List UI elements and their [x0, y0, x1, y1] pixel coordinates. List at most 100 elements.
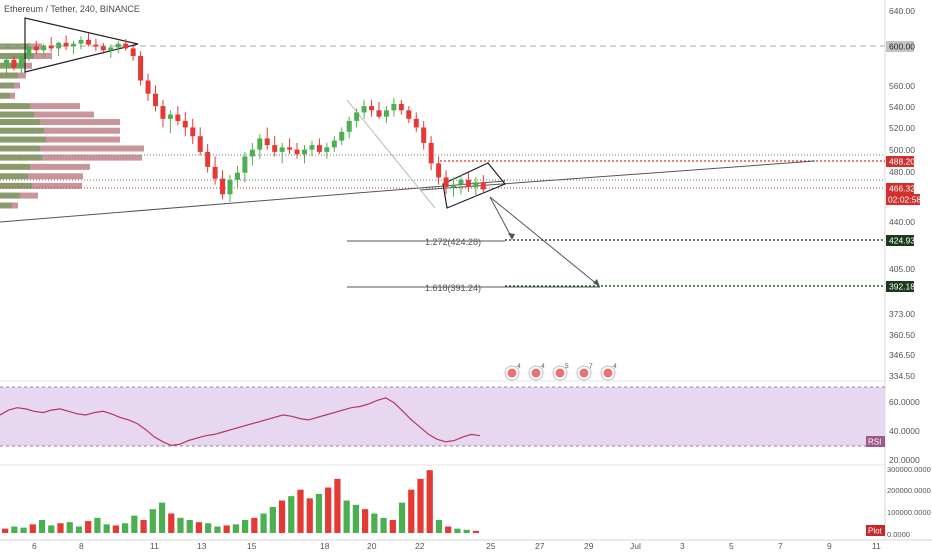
volume-profile-bar [0, 182, 32, 189]
volume-bar [48, 525, 55, 533]
volume-bar [297, 489, 304, 533]
candle-body [197, 136, 203, 152]
volume-bar [445, 526, 452, 533]
price-badge[interactable]: 488.20 [886, 156, 915, 167]
candle-body [85, 39, 91, 45]
volume-profile-bar [28, 173, 83, 180]
candle-body [406, 110, 412, 119]
volume-profile-bar [0, 127, 44, 134]
volume-bar [140, 520, 147, 533]
volume-bar [122, 523, 129, 533]
rsi-tick: 40.0000 [889, 426, 920, 436]
svg-text:466.32: 466.32 [889, 184, 915, 194]
candle-body [294, 149, 300, 155]
projection-arrow-2[interactable] [489, 196, 599, 286]
candle-body [346, 120, 352, 132]
candle-body [302, 149, 307, 155]
volume-profile-bar [0, 72, 18, 79]
volume-bar [158, 502, 166, 533]
volume-axis[interactable]: 300000.0000 200000.0000 100000.0000 0.00… [887, 465, 931, 539]
candle-body [145, 80, 151, 94]
volume-profile-bar [30, 103, 80, 110]
time-tick: 6 [32, 541, 37, 550]
price-badge[interactable]: 424.93 [886, 235, 915, 246]
time-tick: 20 [367, 541, 377, 550]
volume-profile-bar [46, 136, 120, 143]
candlestick-series [4, 33, 486, 202]
volume-bar [57, 523, 64, 533]
candle-body [138, 56, 144, 81]
candle-body [398, 104, 404, 111]
rsi-axis[interactable]: 60.0000 40.0000 20.0000 [889, 397, 920, 465]
price-axis[interactable]: 640.00 560.00 540.00 520.00 500.00 480.0… [889, 6, 915, 381]
volume-profile-bar [34, 111, 94, 118]
volume-bar [260, 513, 267, 533]
trendline-upper[interactable] [419, 160, 816, 191]
volume-profile-bar [0, 119, 40, 126]
candle-body [234, 172, 240, 180]
volume-bar [66, 522, 73, 533]
price-tick: 373.00 [889, 309, 915, 319]
candle-body [190, 127, 196, 137]
countdown-badge[interactable]: 02:02:58 [886, 194, 921, 205]
price-badge[interactable]: 466.32 [886, 183, 915, 194]
rsi-label-badge[interactable]: RSI [866, 436, 885, 447]
volume-label-badge[interactable]: Plot [866, 525, 885, 536]
volume-bar [417, 478, 424, 533]
svg-text:488.20: 488.20 [889, 157, 915, 167]
price-tick: 540.00 [889, 102, 915, 112]
rsi-tick: 60.0000 [889, 397, 920, 407]
volume-profile-bar [0, 111, 34, 118]
time-tick: 11 [872, 541, 881, 550]
time-tick: 29 [584, 541, 594, 550]
event-marker[interactable]: 4 [528, 363, 545, 381]
triangle-pattern[interactable] [24, 17, 139, 73]
price-badge[interactable]: 600.00 [886, 41, 915, 52]
volume-profile-bar [44, 127, 120, 134]
volume-bar [242, 520, 249, 533]
volume-profile [0, 43, 144, 209]
candle-body [220, 178, 226, 195]
candle-body [421, 127, 427, 143]
time-tick: 8 [79, 541, 84, 550]
volume-profile-bar [22, 62, 32, 69]
event-marker[interactable]: 5 [552, 363, 569, 381]
volume-profile-bar [0, 154, 42, 161]
event-marker[interactable]: 7 [576, 363, 593, 381]
flag-pattern[interactable] [442, 162, 506, 209]
candle-body [100, 46, 106, 51]
time-tick: 13 [197, 541, 207, 550]
time-tick: 7 [778, 541, 783, 550]
volume-profile-bar [10, 92, 15, 99]
volume-bar [29, 524, 36, 533]
candle-body [324, 147, 330, 152]
trendline-lower[interactable] [0, 180, 506, 223]
volume-bar [306, 498, 313, 533]
time-axis[interactable]: 6 8 11 13 15 18 20 22 25 27 29 Jul 3 5 7… [32, 541, 881, 551]
volume-tick: 200000.0000 [887, 486, 931, 495]
volume-bar [75, 526, 83, 533]
time-tick: 22 [415, 541, 425, 550]
fib-label-1618: 1.618(391.24) [425, 283, 481, 293]
event-marker[interactable]: 4 [600, 363, 617, 381]
volume-profile-bar [0, 103, 30, 110]
volume-bar [11, 526, 18, 533]
projection-arrow-1[interactable] [489, 196, 513, 239]
volume-bar [223, 525, 230, 533]
svg-text:424.93: 424.93 [889, 236, 915, 246]
price-badge[interactable]: 392.18 [886, 281, 915, 292]
volume-bar [315, 494, 323, 533]
candle-body [182, 120, 188, 128]
candle-body [18, 56, 24, 68]
price-tick: 346.50 [889, 350, 915, 360]
volume-profile-bar [0, 163, 30, 170]
trendline-fade[interactable] [346, 99, 436, 209]
candle-body [309, 145, 315, 150]
event-marker[interactable]: 4 [504, 363, 521, 381]
candle-body [115, 43, 121, 48]
candle-body [153, 93, 158, 107]
volume-profile-bar [14, 82, 20, 89]
rsi-band [0, 387, 885, 446]
